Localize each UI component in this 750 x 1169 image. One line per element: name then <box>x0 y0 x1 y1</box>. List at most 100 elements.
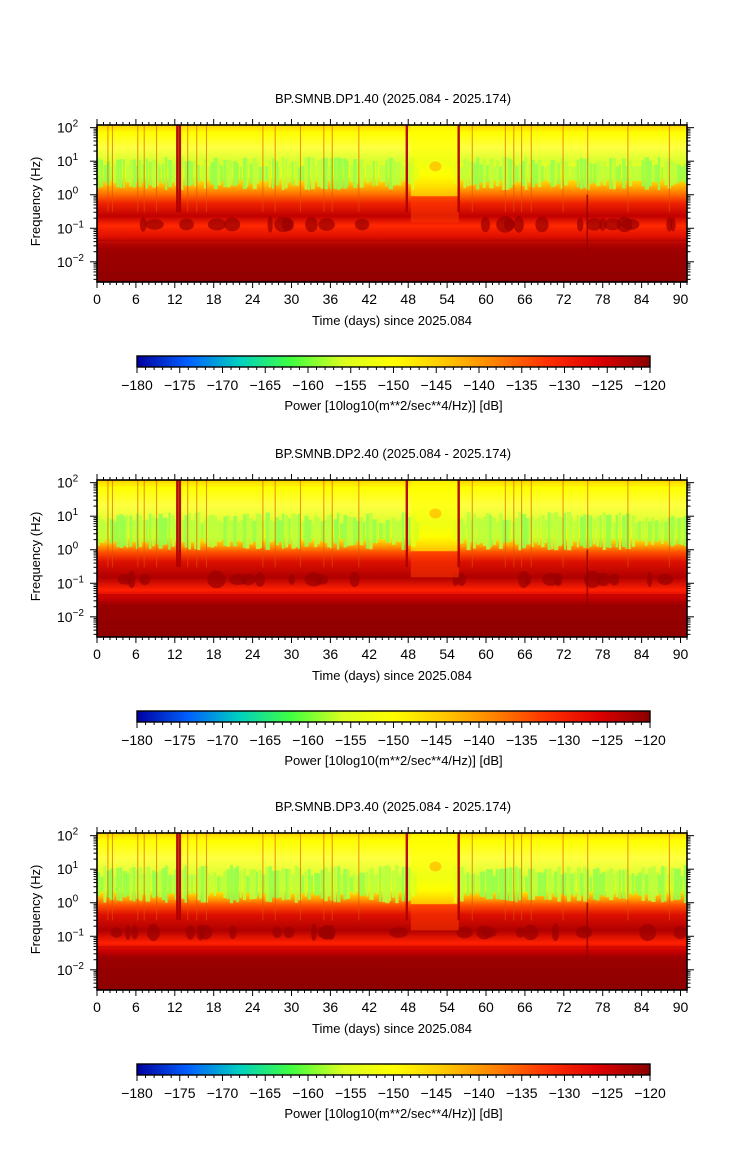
chart-title: BP.SMNB.DP3.40 (2025.084 - 2025.174) <box>275 799 511 814</box>
colorbar-tick-label: −125 <box>591 1085 623 1101</box>
plot-frame <box>96 832 688 991</box>
colorbar-tick-label: −165 <box>249 1085 281 1101</box>
x-tick-label: 60 <box>478 291 494 307</box>
y-tick-label: 101 <box>57 507 79 524</box>
y-axis-label: Frequency (Hz) <box>28 512 43 602</box>
colorbar-tick-label: −140 <box>463 377 495 393</box>
x-tick-label: 48 <box>400 999 416 1015</box>
x-tick-label: 12 <box>167 646 183 662</box>
y-tick-label: 10−2 <box>57 608 84 625</box>
y-tick-label: 10−2 <box>57 961 84 978</box>
y-tick-label: 10−1 <box>57 574 84 591</box>
x-tick-label: 84 <box>634 999 650 1015</box>
x-tick-label: 24 <box>245 646 261 662</box>
colorbar-tick-label: −180 <box>121 732 153 748</box>
colorbar-tick-label: −150 <box>378 1085 410 1101</box>
colorbar-tick-label: −130 <box>549 377 581 393</box>
x-tick-label: 84 <box>634 646 650 662</box>
y-tick-label: 100 <box>57 894 79 911</box>
y-tick-label: 101 <box>57 152 79 169</box>
colorbar-tick-label: −155 <box>335 377 367 393</box>
colorbar-tick-label: −180 <box>121 377 153 393</box>
colorbar-label: Power [10log10(m**2/sec**4/Hz)] [dB] <box>284 398 502 413</box>
y-tick-label: 102 <box>57 119 79 136</box>
x-tick-label: 30 <box>284 291 300 307</box>
x-tick-label: 66 <box>517 646 533 662</box>
spectrogram-panel-1: BP.SMNB.DP1.40 (2025.084 - 2025.174) 0 6 12… <box>28 91 694 413</box>
spectrogram-panel-2: BP.SMNB.DP2.40 (2025.084 - 2025.174) 0 6 12… <box>28 446 694 768</box>
colorbar-tick-label: −160 <box>292 732 324 748</box>
y-axis-label: Frequency (Hz) <box>28 157 43 247</box>
colorbar-tick-label: −125 <box>591 377 623 393</box>
x-tick-label: 30 <box>284 646 300 662</box>
x-tick-label: 0 <box>93 646 101 662</box>
x-axis-label: Time (days) since 2025.084 <box>312 1021 472 1036</box>
x-tick-label: 18 <box>206 646 222 662</box>
x-tick-label: 36 <box>323 646 339 662</box>
spectrogram-panel-3: BP.SMNB.DP3.40 (2025.084 - 2025.174) 0 6 12… <box>28 799 694 1121</box>
y-tick-label: 102 <box>57 827 79 844</box>
x-tick-label: 54 <box>439 291 455 307</box>
x-tick-label: 72 <box>556 999 572 1015</box>
colorbar-tick-label: −145 <box>420 377 452 393</box>
x-tick-label: 18 <box>206 999 222 1015</box>
y-axis-label: Frequency (Hz) <box>28 865 43 955</box>
chart-title: BP.SMNB.DP2.40 (2025.084 - 2025.174) <box>275 446 511 461</box>
colorbar <box>136 710 651 723</box>
x-axis-label: Time (days) since 2025.084 <box>312 313 472 328</box>
x-tick-label: 6 <box>132 646 140 662</box>
x-tick-label: 0 <box>93 999 101 1015</box>
x-tick-label: 78 <box>595 291 611 307</box>
colorbar-tick-label: −175 <box>164 732 196 748</box>
x-tick-label: 0 <box>93 291 101 307</box>
x-tick-label: 66 <box>517 999 533 1015</box>
colorbar-tick-label: −165 <box>249 732 281 748</box>
colorbar-tick-label: −120 <box>634 732 666 748</box>
x-tick-label: 78 <box>595 999 611 1015</box>
spectrogram-image <box>97 125 687 282</box>
colorbar-tick-label: −125 <box>591 732 623 748</box>
x-tick-label: 48 <box>400 646 416 662</box>
colorbar-tick-label: −150 <box>378 732 410 748</box>
colorbar-tick-label: −175 <box>164 377 196 393</box>
colorbar-tick-label: −135 <box>506 1085 538 1101</box>
spectrogram-image <box>97 480 687 637</box>
colorbar-tick-label: −170 <box>207 377 239 393</box>
colorbar-tick-label: −175 <box>164 1085 196 1101</box>
colorbar-tick-label: −150 <box>378 377 410 393</box>
colorbar-tick-label: −155 <box>335 1085 367 1101</box>
colorbar-tick-label: −145 <box>420 1085 452 1101</box>
x-tick-label: 12 <box>167 291 183 307</box>
x-tick-label: 48 <box>400 291 416 307</box>
colorbar-tick-label: −145 <box>420 732 452 748</box>
x-tick-label: 84 <box>634 291 650 307</box>
x-tick-label: 72 <box>556 646 572 662</box>
x-tick-label: 42 <box>362 646 378 662</box>
chart-title: BP.SMNB.DP1.40 (2025.084 - 2025.174) <box>275 91 511 106</box>
x-tick-label: 36 <box>323 999 339 1015</box>
y-tick-label: 10−1 <box>57 219 84 236</box>
x-tick-label: 12 <box>167 999 183 1015</box>
colorbar-tick-label: −170 <box>207 1085 239 1101</box>
colorbar-tick-label: −165 <box>249 377 281 393</box>
y-tick-label: 10−1 <box>57 927 84 944</box>
y-tick-label: 101 <box>57 860 79 877</box>
colorbar-tick-label: −135 <box>506 377 538 393</box>
x-tick-label: 60 <box>478 999 494 1015</box>
x-axis-label: Time (days) since 2025.084 <box>312 668 472 683</box>
colorbar-tick-label: −155 <box>335 732 367 748</box>
colorbar-label: Power [10log10(m**2/sec**4/Hz)] [dB] <box>284 1106 502 1121</box>
y-tick-label: 10−2 <box>57 253 84 270</box>
colorbar <box>136 355 651 368</box>
x-tick-label: 66 <box>517 291 533 307</box>
colorbar-label: Power [10log10(m**2/sec**4/Hz)] [dB] <box>284 753 502 768</box>
x-tick-label: 90 <box>673 291 689 307</box>
x-tick-label: 60 <box>478 646 494 662</box>
plot-frame <box>96 124 688 283</box>
colorbar-tick-label: −170 <box>207 732 239 748</box>
colorbar-tick-label: −140 <box>463 1085 495 1101</box>
x-tick-label: 42 <box>362 291 378 307</box>
spectrogram-image <box>97 833 687 990</box>
colorbar-tick-label: −120 <box>634 377 666 393</box>
